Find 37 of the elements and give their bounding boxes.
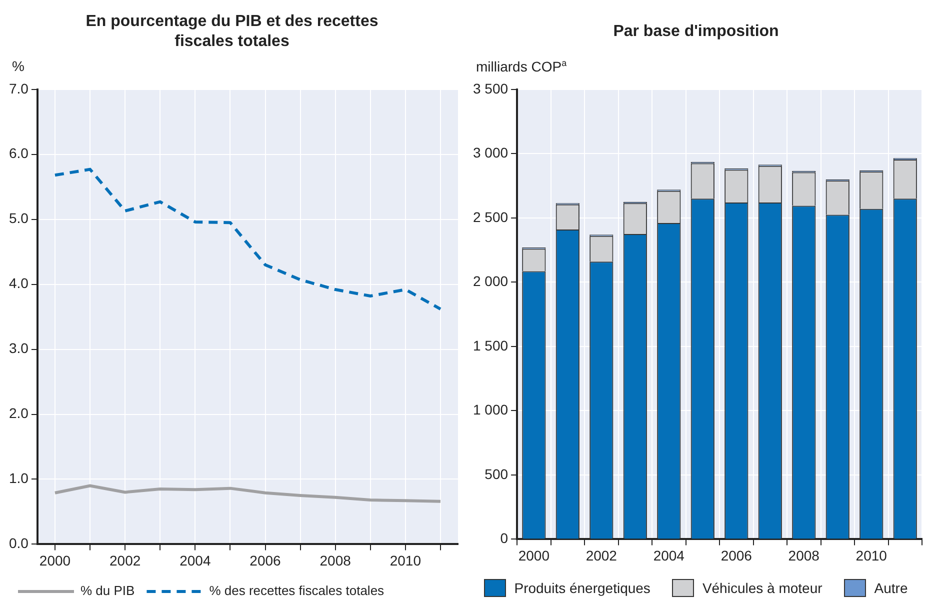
y-tick-label: 3 500 xyxy=(472,80,508,96)
y-tick-label: 500 xyxy=(484,466,508,482)
y-tick-label: 1.0 xyxy=(8,470,29,486)
y-tick-label: 1 500 xyxy=(472,337,508,354)
y-tick-label: 4.0 xyxy=(8,275,29,292)
y-tick-label: 2 500 xyxy=(472,208,508,225)
x-tick-label: 2000 xyxy=(39,552,71,568)
y-tick-label: 2.0 xyxy=(8,405,29,422)
y-tick-label: 3.0 xyxy=(8,340,29,356)
x-tick-label: 2002 xyxy=(586,547,618,564)
x-tick-label: 2004 xyxy=(653,547,685,564)
x-tick-label: 2002 xyxy=(109,552,141,568)
x-tick-label: 2004 xyxy=(180,552,211,568)
x-tick-label: 2008 xyxy=(320,552,352,568)
y-axis-title: % xyxy=(11,58,26,76)
legend-label: Véhicules à moteur xyxy=(702,580,822,596)
x-tick-label: 2006 xyxy=(250,552,282,568)
legend-label: % du PIB xyxy=(80,583,135,598)
x-tick-label: 2010 xyxy=(856,547,888,564)
x-tick-label: 2008 xyxy=(788,547,820,564)
y-tick-label: 0.0 xyxy=(8,535,29,552)
y-tick-label: 0 xyxy=(500,530,508,546)
chart-title: Par base d'imposition xyxy=(612,22,780,42)
x-tick-label: 2010 xyxy=(390,552,422,568)
y-tick-label: 5.0 xyxy=(8,210,29,226)
text: Produits énergetiques xyxy=(514,580,650,596)
y-tick-label: 2 000 xyxy=(472,273,508,290)
y-axis-title: milliards COP$^{a}$ xyxy=(475,58,568,77)
y-tick-label: 3 000 xyxy=(472,144,508,161)
x-tick-label: 2000 xyxy=(518,547,550,564)
y-tick-label: 7.0 xyxy=(8,80,29,96)
legend-label: % des recettes fiscales totales xyxy=(209,583,385,598)
legend-label: Autre xyxy=(874,580,908,596)
y-tick-label: 6.0 xyxy=(8,145,29,162)
x-tick-label: 2006 xyxy=(720,547,752,564)
chart-title: En pourcentage du PIB et des recettes fiscales totales xyxy=(84,12,380,52)
y-tick-label: 1 000 xyxy=(472,402,508,418)
